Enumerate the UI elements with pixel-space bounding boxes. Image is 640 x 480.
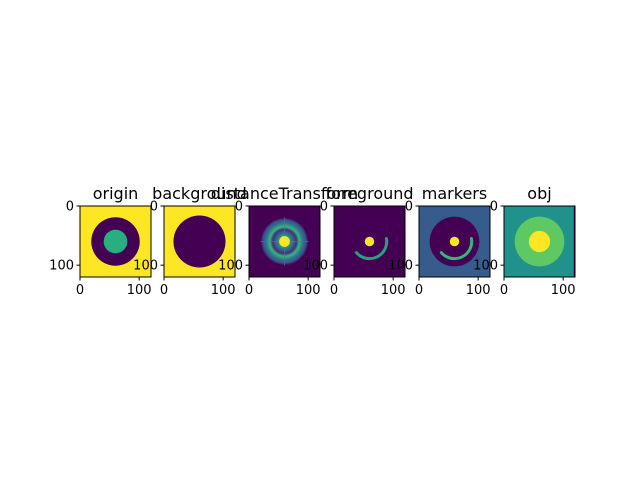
x-tick-label: 100	[127, 283, 152, 298]
x-tick-label: 0	[415, 283, 423, 298]
inner-disk	[103, 229, 128, 254]
panel-title: origin	[93, 184, 139, 203]
axes-frame	[79, 205, 152, 278]
foreground-arc	[354, 237, 389, 261]
panel-title: background	[152, 184, 247, 203]
x-tick-label: 0	[76, 283, 84, 298]
y-tick-label: 100	[218, 259, 243, 274]
panel-title: foreground	[325, 184, 413, 203]
x-tick-label: 100	[211, 283, 236, 298]
image-origin	[80, 206, 151, 277]
foreground-spot	[364, 236, 375, 247]
y-tick-label: 0	[320, 200, 328, 215]
y-tick-label: 0	[490, 200, 498, 215]
axes-frame	[248, 205, 321, 278]
x-tick-label: 0	[160, 283, 168, 298]
y-tick-label: 0	[235, 200, 243, 215]
object-disk	[173, 215, 226, 268]
marker-arc	[439, 237, 474, 261]
y-tick-label: 100	[133, 259, 158, 274]
y-tick-label: 0	[150, 200, 158, 215]
marker-spot	[449, 236, 460, 247]
image-distance	[249, 206, 320, 277]
x-tick-label: 0	[330, 283, 338, 298]
y-tick-label: 100	[303, 259, 328, 274]
panel-title: markers	[422, 184, 487, 203]
axes-frame	[163, 205, 236, 278]
distance-peak	[279, 236, 290, 247]
image-markers	[419, 206, 490, 277]
panel-title: distanceTransform	[211, 184, 358, 203]
y-tick-label: 0	[66, 200, 74, 215]
axes-frame	[418, 205, 491, 278]
inner-disk	[528, 230, 551, 253]
y-tick-label: 100	[473, 259, 498, 274]
image-foreground	[334, 206, 405, 277]
x-tick-label: 100	[296, 283, 321, 298]
y-tick-label: 100	[388, 259, 413, 274]
x-tick-label: 0	[245, 283, 253, 298]
x-tick-label: 100	[466, 283, 491, 298]
axes-frame	[333, 205, 406, 278]
y-tick-label: 100	[49, 259, 74, 274]
panel-title: obj	[527, 184, 551, 203]
x-tick-label: 100	[381, 283, 406, 298]
y-tick-label: 0	[405, 200, 413, 215]
image-obj	[504, 206, 575, 277]
axes-frame	[503, 205, 576, 278]
image-background	[164, 206, 235, 277]
x-tick-label: 100	[551, 283, 576, 298]
x-tick-label: 0	[500, 283, 508, 298]
